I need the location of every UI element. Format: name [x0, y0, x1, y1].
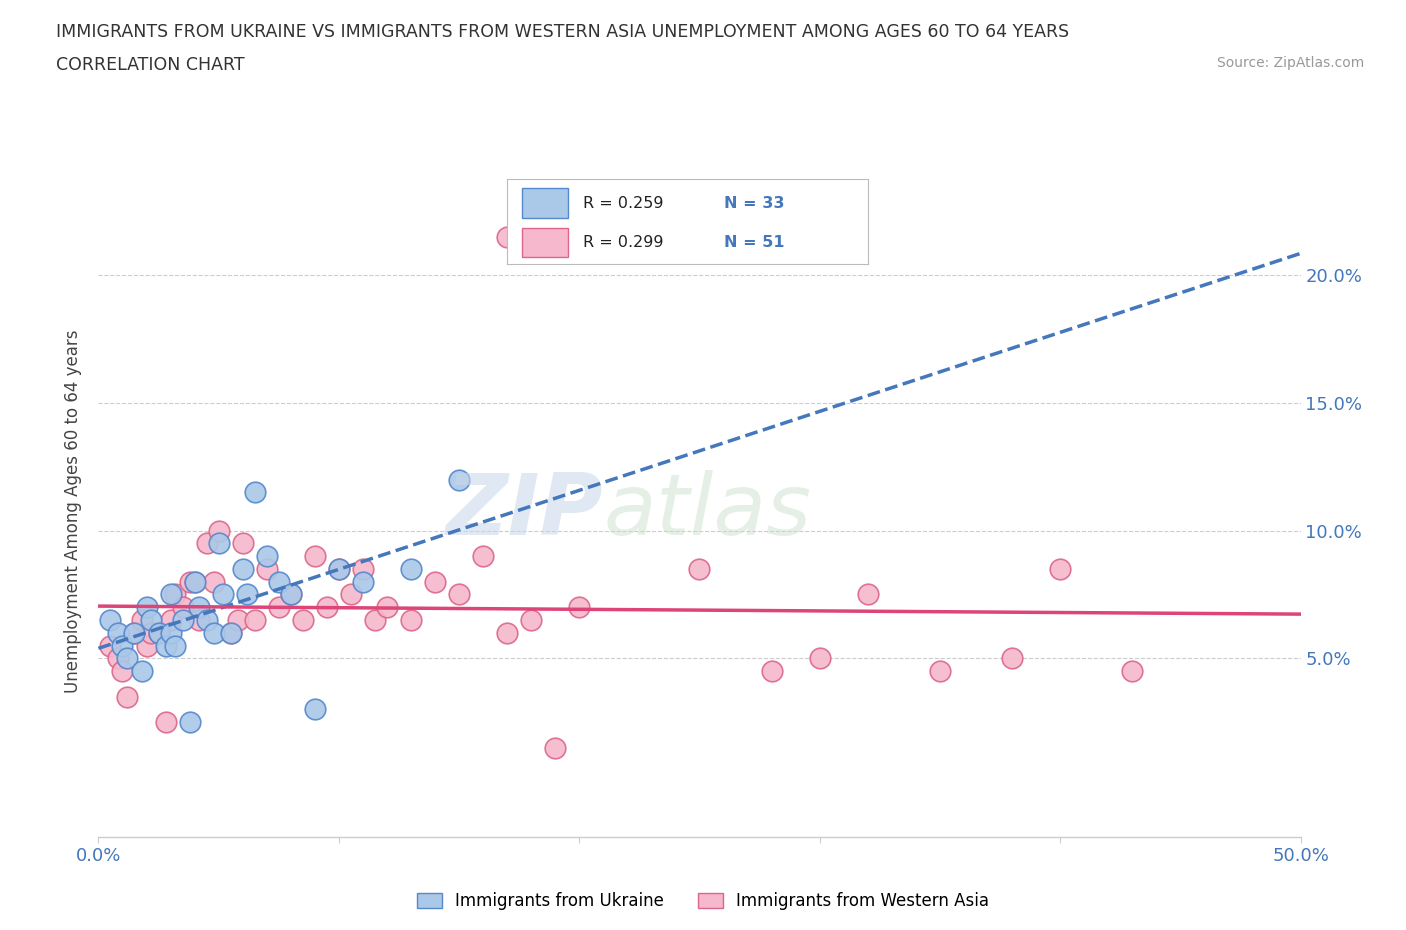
Point — [131, 664, 153, 679]
Point — [202, 625, 225, 640]
Point — [689, 562, 711, 577]
Point — [226, 613, 249, 628]
Point — [141, 613, 163, 628]
Point — [364, 613, 387, 628]
Point — [232, 536, 254, 551]
Text: CORRELATION CHART: CORRELATION CHART — [56, 56, 245, 73]
Point — [447, 587, 470, 602]
Point — [155, 638, 177, 653]
Text: N = 51: N = 51 — [724, 235, 785, 250]
Point — [141, 625, 163, 640]
Point — [243, 485, 266, 499]
Point — [183, 574, 205, 589]
Legend: Immigrants from Ukraine, Immigrants from Western Asia: Immigrants from Ukraine, Immigrants from… — [411, 885, 995, 917]
Point — [267, 600, 290, 615]
Point — [195, 536, 218, 551]
Point — [520, 613, 543, 628]
Point — [267, 574, 290, 589]
Point — [232, 562, 254, 577]
Point — [328, 562, 350, 577]
Bar — [522, 228, 568, 258]
Point — [544, 740, 567, 755]
Point — [280, 587, 302, 602]
Point — [159, 625, 181, 640]
Point — [328, 562, 350, 577]
Point — [188, 600, 211, 615]
Text: R = 0.299: R = 0.299 — [583, 235, 664, 250]
Text: atlas: atlas — [603, 470, 811, 553]
Bar — [522, 188, 568, 218]
Point — [423, 574, 446, 589]
Point — [568, 600, 591, 615]
Point — [124, 625, 146, 640]
Point — [399, 613, 422, 628]
Text: Source: ZipAtlas.com: Source: ZipAtlas.com — [1216, 56, 1364, 70]
Point — [202, 574, 225, 589]
Point — [1049, 562, 1071, 577]
Point — [195, 613, 218, 628]
Point — [111, 664, 134, 679]
Point — [340, 587, 363, 602]
Point — [172, 613, 194, 628]
Point — [148, 625, 170, 640]
Point — [208, 536, 231, 551]
Point — [100, 613, 122, 628]
Point — [256, 562, 278, 577]
Point — [107, 625, 129, 640]
Point — [280, 587, 302, 602]
Point — [117, 689, 139, 704]
Point — [117, 651, 139, 666]
Y-axis label: Unemployment Among Ages 60 to 64 years: Unemployment Among Ages 60 to 64 years — [65, 330, 83, 693]
Point — [243, 613, 266, 628]
Point — [304, 549, 326, 564]
Point — [100, 638, 122, 653]
Text: IMMIGRANTS FROM UKRAINE VS IMMIGRANTS FROM WESTERN ASIA UNEMPLOYMENT AMONG AGES : IMMIGRANTS FROM UKRAINE VS IMMIGRANTS FR… — [56, 23, 1070, 41]
Point — [188, 613, 211, 628]
Point — [496, 625, 519, 640]
Point — [155, 714, 177, 729]
Point — [447, 472, 470, 487]
Point — [928, 664, 950, 679]
Point — [496, 230, 519, 245]
Point — [208, 524, 231, 538]
Text: N = 33: N = 33 — [724, 195, 785, 211]
Point — [304, 702, 326, 717]
Point — [212, 587, 235, 602]
Point — [179, 574, 201, 589]
Point — [1001, 651, 1024, 666]
Point — [375, 600, 398, 615]
Point — [219, 625, 242, 640]
Point — [135, 638, 157, 653]
Point — [856, 587, 879, 602]
Point — [291, 613, 314, 628]
Point — [236, 587, 259, 602]
Point — [219, 625, 242, 640]
Point — [135, 600, 157, 615]
Point — [148, 625, 170, 640]
Point — [761, 664, 783, 679]
Point — [179, 714, 201, 729]
Point — [315, 600, 337, 615]
Text: R = 0.259: R = 0.259 — [583, 195, 664, 211]
Text: ZIP: ZIP — [446, 470, 603, 553]
Point — [172, 600, 194, 615]
Point — [352, 562, 374, 577]
Point — [808, 651, 831, 666]
Point — [131, 613, 153, 628]
Point — [107, 651, 129, 666]
Point — [159, 613, 181, 628]
Point — [111, 638, 134, 653]
Point — [1121, 664, 1143, 679]
Point — [165, 638, 187, 653]
Point — [472, 549, 495, 564]
Point — [165, 587, 187, 602]
Point — [183, 574, 205, 589]
Point — [124, 625, 146, 640]
Point — [352, 574, 374, 589]
Point — [256, 549, 278, 564]
Point — [399, 562, 422, 577]
Point — [159, 587, 181, 602]
